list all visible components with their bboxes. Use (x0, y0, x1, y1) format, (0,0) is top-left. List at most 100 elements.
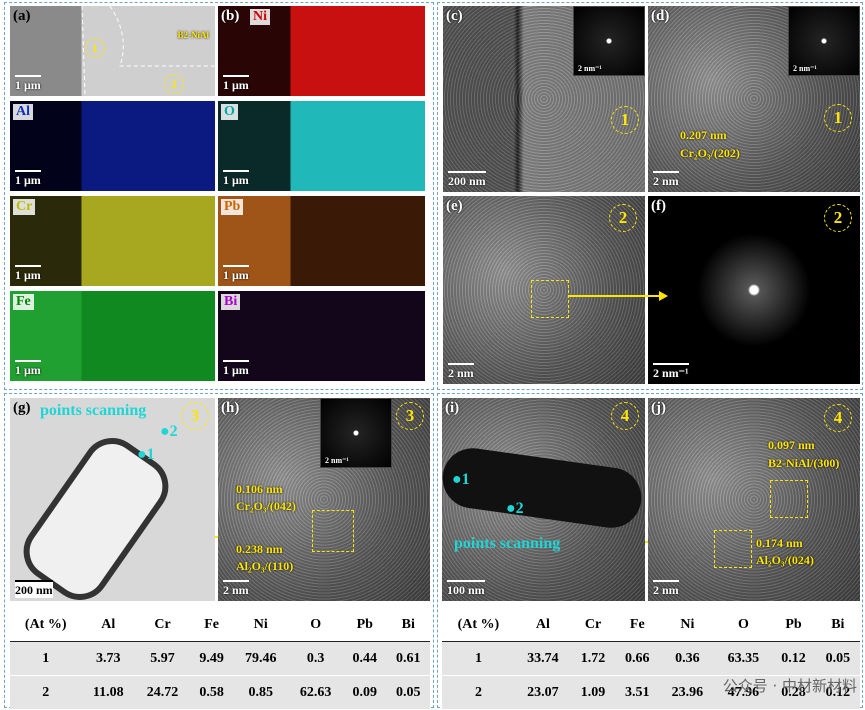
plane: Cr₂O₃/(202) (680, 146, 740, 160)
watermark: 公众号 · 中材新材料 (722, 677, 857, 695)
header-cell: Pb (343, 608, 387, 642)
scale-bar: 2 nm (653, 171, 679, 189)
point: ●2 (160, 423, 178, 440)
particle (442, 444, 645, 532)
region: 2 (824, 204, 852, 232)
panel-d: (d) 2 nm⁻¹ 1 0.207 nm Cr₂O₃/(202) 2 nm (648, 6, 860, 192)
panel-label: (b) (221, 8, 240, 24)
frame (4, 2, 434, 390)
map-fe: Fe 1 μm (10, 291, 215, 381)
cell: 9.49 (189, 641, 234, 676)
map-o: O 1 μm (218, 101, 425, 191)
roi (531, 280, 569, 318)
element: Cr (13, 199, 36, 215)
panel-label: (d) (651, 8, 670, 24)
region: 4 (611, 402, 639, 430)
cell: 0.12 (815, 675, 860, 710)
scale-bar: 2 nm⁻¹ (653, 363, 689, 381)
cell: 5.97 (135, 641, 190, 676)
panel-label: (i) (445, 400, 460, 416)
inset-scale: 2 nm⁻¹ (325, 456, 349, 465)
map-cr: Cr 1 μm (10, 196, 215, 286)
panel-j: (j) 4 0.097 nm B2-NiAl/(300) 0.174 nm Al… (648, 398, 860, 601)
header-cell: Bi (386, 608, 430, 642)
element: Bi (221, 294, 241, 310)
point-label: 2 (169, 423, 178, 440)
table: (At %) Al Cr Fe Ni O Pb Bi 1 3.73 5.97 9.49 79.46 0.3… (10, 608, 430, 710)
region: 4 (824, 404, 852, 432)
point: ●2 (506, 500, 524, 517)
row: 1 33.74 1.72 0.66 0.36 63.35 0.12 0.05 (442, 641, 860, 676)
spacing: 0.238 nm (236, 542, 283, 556)
scale-bar: 2 nm (653, 580, 679, 598)
inset-scale: 2 nm⁻¹ (578, 64, 602, 73)
cell: 1.72 (570, 641, 616, 676)
scale-bar: 2 nm (448, 363, 474, 381)
cell: 2 (442, 675, 515, 710)
header-cell: Al (514, 608, 571, 642)
cell: 1.09 (570, 675, 616, 710)
element: Pb (221, 199, 244, 215)
scale-bar: 200 nm (448, 171, 486, 189)
point: ●1 (137, 446, 155, 463)
scale-bar: 1 μm (15, 170, 41, 188)
cell: 0.09 (343, 675, 387, 710)
cell: 0.05 (386, 675, 430, 710)
point-label: 2 (515, 500, 524, 517)
cell: 1 (10, 641, 82, 676)
plane: Cr₂O₃/(042) (236, 499, 296, 513)
header-row: (At %) Al Cr Fe Ni O Pb Bi (10, 608, 430, 642)
header-cell: O (288, 608, 344, 642)
inset-scale: 2 nm⁻¹ (793, 64, 817, 73)
scale-bar: 1 μm (223, 170, 249, 188)
header-cell: Fe (189, 608, 234, 642)
cell: 0.44 (343, 641, 387, 676)
particle (11, 426, 181, 601)
cell: 0.12 (771, 641, 816, 676)
panel-label: (g) (13, 400, 31, 416)
panel-g: (g) points scanning 3 ●1 ●2 200 nm (10, 398, 215, 601)
scale-bar: 1 μm (15, 360, 41, 378)
panel-a: (a) B2-NiAl 1 2 1 μm (10, 6, 215, 96)
cell: 0.61 (386, 641, 430, 676)
cell: 47.96 (715, 675, 772, 710)
title: points scanning (454, 535, 561, 552)
scale-bar: 1 μm (223, 360, 249, 378)
plane: Al₂O₃/(024) (756, 553, 814, 567)
panel-e: (e) 2 2 nm (443, 196, 645, 384)
map-ni: (b) Ni 1 μm (218, 6, 425, 96)
cell: 1 (442, 641, 515, 676)
panel-label: (f) (651, 198, 666, 214)
header-cell: Cr (135, 608, 190, 642)
cell: 79.46 (233, 641, 289, 676)
boundary (81, 6, 215, 96)
row: 2 11.08 24.72 0.58 0.85 62.63 0.09 0.05 (10, 675, 430, 710)
header-cell: (At %) (10, 608, 82, 642)
panel-c: (c) 2 nm⁻¹ 1 200 nm (443, 6, 645, 192)
plane: B2-NiAl/(300) (768, 456, 840, 470)
region: 1 (824, 104, 852, 132)
point-label: 1 (146, 446, 155, 463)
cell: 11.08 (81, 675, 136, 710)
header-cell: Cr (570, 608, 616, 642)
region: 3 (181, 402, 209, 430)
cell: 0.85 (233, 675, 289, 710)
region: 2 (609, 204, 637, 232)
cell: 3.51 (615, 675, 660, 710)
scale-bar: 1 μm (15, 265, 41, 283)
cell: 3.73 (81, 641, 136, 676)
panel-label: (a) (13, 8, 31, 24)
header-cell: Pb (771, 608, 816, 642)
cell: 0.28 (771, 675, 816, 710)
element: Fe (13, 294, 34, 310)
region: 3 (396, 402, 424, 430)
panel-label: (c) (446, 8, 463, 24)
map-bi: Bi 1 μm (218, 291, 425, 381)
cell: 0.3 (288, 641, 344, 676)
map-al: Al 1 μm (10, 101, 215, 191)
region: 1 (85, 38, 105, 58)
header-cell: (At %) (442, 608, 515, 642)
cell: 0.05 (815, 641, 860, 676)
cell: 2 (10, 675, 82, 710)
